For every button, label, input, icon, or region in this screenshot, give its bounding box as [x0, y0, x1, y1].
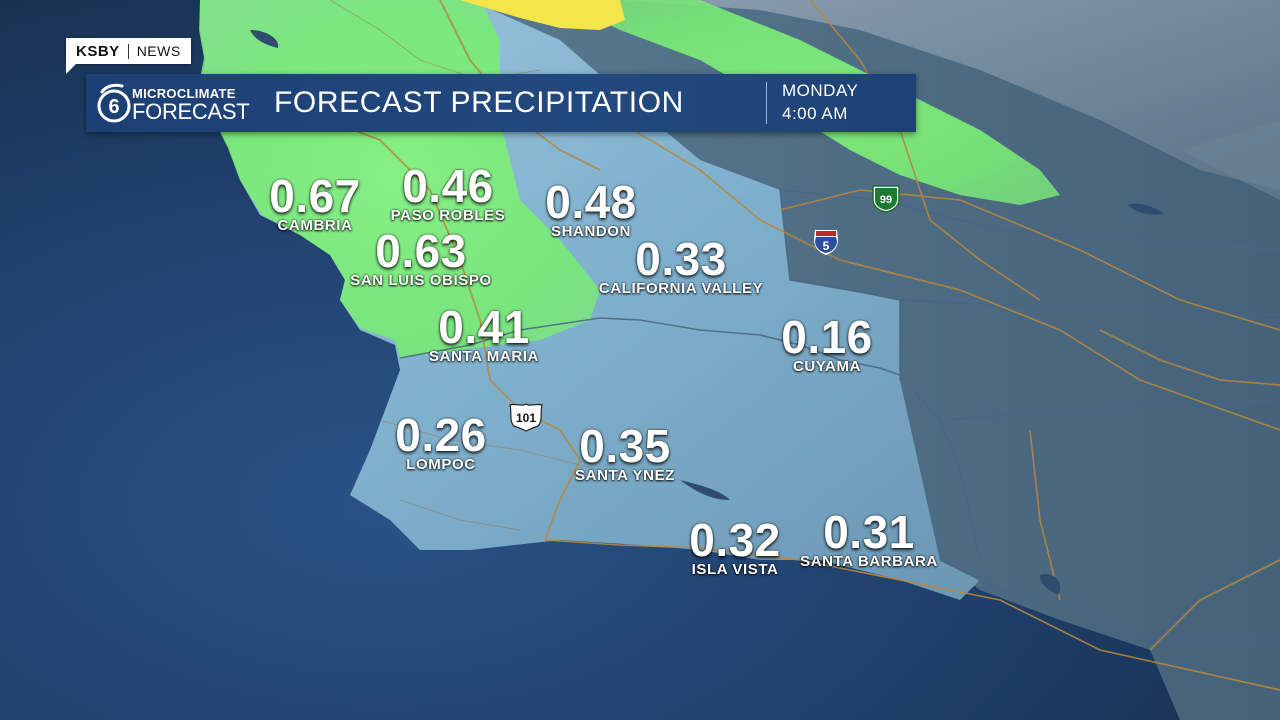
title-divider	[766, 82, 767, 124]
precip-value: 0.46	[402, 160, 494, 212]
sierra-mountains	[620, 0, 1280, 190]
city-california-valley: 0.33 CALIFORNIA VALLEY	[598, 233, 764, 297]
station-tag-notch	[66, 64, 76, 74]
page-title: FORECAST PRECIPITATION	[274, 86, 684, 119]
city-name: LOMPOC	[406, 456, 476, 473]
city-paso-robles: 0.46 PASO ROBLES	[390, 160, 506, 224]
city-name: SANTA MARIA	[429, 348, 539, 365]
city-santa-barbara: 0.31 SANTA BARBARA	[800, 506, 938, 570]
county-borders	[399, 189, 1280, 641]
title-bar: 6 MICROCLIMATE FORECAST FORECAST PRECIPI…	[86, 74, 916, 132]
city-santa-maria: 0.41 SANTA MARIA	[429, 301, 539, 365]
interstate-shield-icon: 5	[814, 230, 838, 255]
precip-value: 0.35	[579, 420, 671, 472]
station-network: NEWS	[136, 43, 181, 59]
precip-yellow-area	[460, 0, 625, 30]
svg-text:6: 6	[108, 96, 119, 118]
city-shandon: 0.48 SHANDON	[545, 176, 637, 240]
precip-value: 0.41	[438, 301, 530, 353]
city-san-luis-obispo: 0.63 SAN LUIS OBISPO	[350, 225, 492, 289]
precip-value: 0.31	[823, 506, 915, 558]
precip-value: 0.63	[375, 225, 467, 277]
inland-lake	[1128, 203, 1165, 215]
forecast-day: MONDAY	[782, 81, 859, 100]
us-route-shield-icon: 101	[509, 403, 543, 432]
city-name: SANTA YNEZ	[575, 467, 675, 484]
station-tag-divider	[127, 43, 129, 59]
city-lompoc: 0.26 LOMPOC	[395, 409, 487, 473]
svg-text:101: 101	[516, 411, 536, 425]
svg-text:5: 5	[823, 239, 830, 253]
microclimate-logo: 6 MICROCLIMATE FORECAST	[92, 80, 252, 126]
precip-value: 0.16	[781, 311, 873, 363]
precip-value: 0.26	[395, 409, 487, 461]
city-cambria: 0.67 CAMBRIA	[269, 170, 361, 234]
city-cuyama: 0.16 CUYAMA	[781, 311, 873, 375]
forecast-time: 4:00 AM	[782, 104, 848, 123]
city-name: SHANDON	[550, 223, 632, 240]
city-name: CAMBRIA	[277, 217, 353, 234]
station-call-sign: KSBY	[76, 42, 120, 60]
ca-route-shield-icon: 99	[872, 185, 900, 213]
city-name: SANTA BARBARA	[800, 553, 938, 570]
svg-text:99: 99	[880, 194, 892, 206]
city-santa-ynez: 0.35 SANTA YNEZ	[575, 420, 675, 484]
logo-bottom-text: FORECAST	[132, 99, 250, 124]
city-name: ISLA VISTA	[691, 561, 779, 578]
lake-casitas	[1040, 574, 1061, 595]
six-logo-icon: 6	[97, 83, 131, 123]
precip-value: 0.32	[689, 514, 781, 566]
lake-cachuma	[680, 480, 730, 500]
city-isla-vista: 0.32 ISLA VISTA	[689, 514, 781, 578]
station-tag: KSBY NEWS	[66, 38, 191, 64]
precip-value: 0.33	[635, 233, 727, 285]
precip-value: 0.67	[269, 170, 361, 222]
city-name: PASO ROBLES	[390, 207, 506, 224]
logo-top-text: MICROCLIMATE	[132, 86, 236, 101]
city-name: SAN LUIS OBISPO	[350, 272, 492, 289]
city-name: CUYAMA	[792, 358, 862, 375]
city-name: CALIFORNIA VALLEY	[598, 280, 764, 297]
precip-value: 0.48	[545, 176, 637, 228]
